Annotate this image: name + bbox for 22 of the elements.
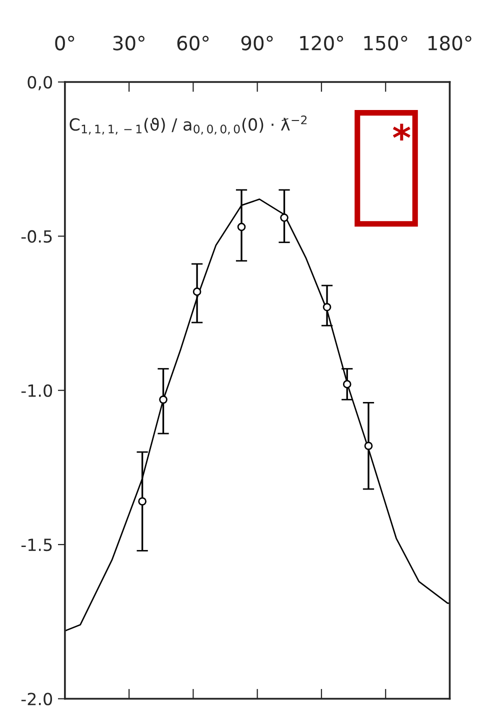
x-tick-label: 180° (428, 36, 472, 50)
point (237, 222, 246, 232)
x-tick-label: 120° (300, 36, 344, 50)
y-tick-label: -0.5 (21, 230, 52, 243)
y-tick-label: -2.0 (21, 692, 52, 706)
point (138, 497, 146, 506)
x-tick-label: 0° (55, 36, 74, 50)
x-tick-label: 90° (241, 36, 273, 50)
point (159, 395, 168, 404)
point (364, 442, 373, 450)
point (192, 288, 202, 296)
annotation: * (392, 124, 410, 141)
point (280, 214, 288, 222)
annotation: C$_{1,1,1,−1}$(ϑ) / a$_{0,0,0,0}$(0) · ƛ$^{−2}$ (70, 116, 307, 135)
y-tick-label: 0,0 (28, 76, 52, 90)
y-tick-label: -1.5 (21, 538, 52, 552)
point (342, 380, 352, 388)
x-tick-label: 30° (113, 36, 144, 50)
y-tick-label: -1.0 (21, 384, 52, 397)
x-tick-label: 150° (364, 36, 408, 50)
point (322, 302, 332, 312)
x-tick-label: 60° (177, 36, 209, 50)
